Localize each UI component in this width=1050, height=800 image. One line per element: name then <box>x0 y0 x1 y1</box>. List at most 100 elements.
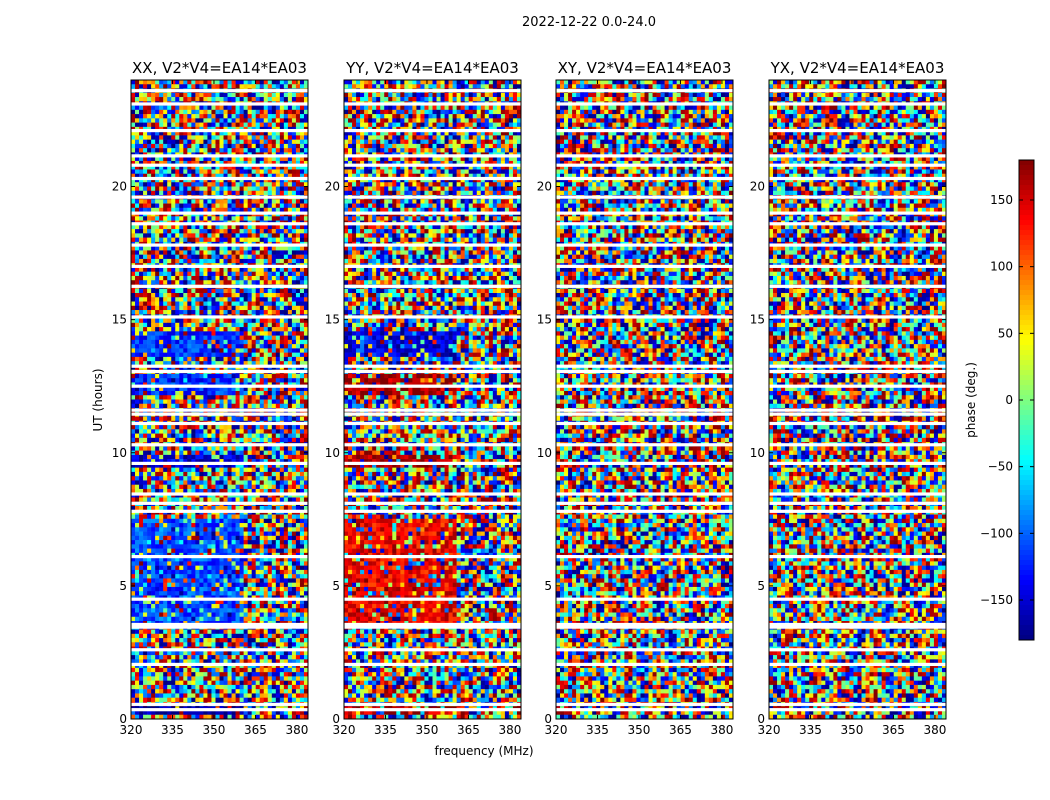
heatmap-cell <box>151 531 156 537</box>
heatmap-cell <box>147 399 152 405</box>
heatmap-cell <box>143 216 148 221</box>
heatmap-cell <box>255 403 261 409</box>
heatmap-cell <box>199 497 204 503</box>
heatmap-cell <box>239 156 244 162</box>
heatmap-cell <box>203 540 208 545</box>
heatmap-cell <box>143 190 148 196</box>
heatmap-cell <box>155 169 160 175</box>
heatmap-cell <box>275 488 281 494</box>
heatmap-cell <box>223 497 228 503</box>
heatmap-cell <box>303 488 308 494</box>
heatmap-cell <box>179 109 184 115</box>
heatmap-cell <box>155 250 160 255</box>
heatmap-cell <box>155 390 160 396</box>
heatmap-cell <box>267 459 273 464</box>
heatmap-cell <box>195 322 200 328</box>
heatmap-cell <box>231 237 236 243</box>
heatmap-cell <box>211 497 216 503</box>
heatmap-cell <box>291 386 297 392</box>
heatmap-cell <box>135 540 140 545</box>
heatmap-cell <box>211 169 216 175</box>
heatmap-cell <box>151 131 156 136</box>
heatmap-cell <box>171 190 176 196</box>
heatmap-cell <box>235 535 240 541</box>
heatmap-cell <box>179 361 184 366</box>
heatmap-cell <box>303 165 308 170</box>
heatmap-cell <box>235 459 240 464</box>
heatmap-cell <box>235 186 240 192</box>
heatmap-cell <box>179 339 184 345</box>
heatmap-cell <box>211 97 216 102</box>
heatmap-cell <box>255 148 261 153</box>
heatmap-cell <box>259 318 265 324</box>
heatmap-cell <box>215 173 220 179</box>
heatmap-cell <box>183 348 188 353</box>
heatmap-cell <box>131 297 136 302</box>
heatmap-cell <box>207 433 212 439</box>
heatmap-cell <box>271 143 277 149</box>
heatmap-cell <box>143 258 148 264</box>
heatmap-cell <box>167 258 172 264</box>
heatmap-cell <box>199 135 204 140</box>
heatmap-cell <box>303 335 308 341</box>
heatmap-cell <box>171 446 176 451</box>
heatmap-cell <box>203 463 208 468</box>
heatmap-cell <box>131 378 136 383</box>
heatmap-cell <box>227 160 232 166</box>
heatmap-cell <box>227 476 232 481</box>
heatmap-cell <box>271 488 277 494</box>
heatmap-cell <box>171 84 176 89</box>
heatmap-cell <box>159 463 164 468</box>
heatmap-cell <box>187 169 192 175</box>
heatmap-cell <box>303 109 308 115</box>
heatmap-cell <box>207 165 212 170</box>
heatmap-cell <box>239 467 244 473</box>
heatmap-cell <box>183 271 188 277</box>
heatmap-cell <box>223 446 228 451</box>
heatmap-cell <box>299 165 305 170</box>
heatmap-cell <box>175 361 180 366</box>
heatmap-cell <box>215 301 220 307</box>
heatmap-cell <box>191 471 196 477</box>
heatmap-cell <box>303 229 308 234</box>
heatmap-cell <box>243 327 248 332</box>
heatmap-cell <box>151 497 156 503</box>
heatmap-cell <box>131 335 136 341</box>
heatmap-cell <box>271 523 277 528</box>
heatmap-cell <box>191 131 196 136</box>
heatmap-cell <box>259 361 265 366</box>
heatmap-cell <box>263 310 269 315</box>
heatmap-cell <box>263 233 269 238</box>
heatmap-cell <box>171 523 176 528</box>
heatmap-cell <box>299 250 305 255</box>
heatmap-cell <box>203 169 208 175</box>
heatmap-cell <box>183 416 188 422</box>
heatmap-cell <box>183 310 188 315</box>
heatmap-cell <box>263 301 269 307</box>
heatmap-cell <box>275 378 281 383</box>
heatmap-cell <box>231 109 236 115</box>
heatmap-cell <box>291 139 297 145</box>
heatmap-cell <box>287 548 293 554</box>
heatmap-cell <box>259 122 265 128</box>
heatmap-cell <box>255 246 261 251</box>
heatmap-cell <box>139 190 144 196</box>
heatmap-cell <box>191 348 196 353</box>
heatmap-cell <box>235 182 240 187</box>
heatmap-cell <box>199 399 204 405</box>
heatmap-cell <box>275 318 281 324</box>
heatmap-cell <box>139 518 144 524</box>
heatmap-cell <box>143 199 148 204</box>
heatmap-cell <box>255 118 261 123</box>
heatmap-cell <box>215 207 220 213</box>
heatmap-cell <box>279 390 285 396</box>
heatmap-cell <box>299 297 305 302</box>
heatmap-cell <box>235 476 240 481</box>
heatmap-cell <box>159 207 164 213</box>
heatmap-cell <box>299 246 305 251</box>
heatmap-cell <box>171 386 176 392</box>
heatmap-cell <box>159 118 164 123</box>
heatmap-cell <box>251 165 256 170</box>
heatmap-cell <box>159 258 164 264</box>
heatmap-cell <box>143 531 148 537</box>
